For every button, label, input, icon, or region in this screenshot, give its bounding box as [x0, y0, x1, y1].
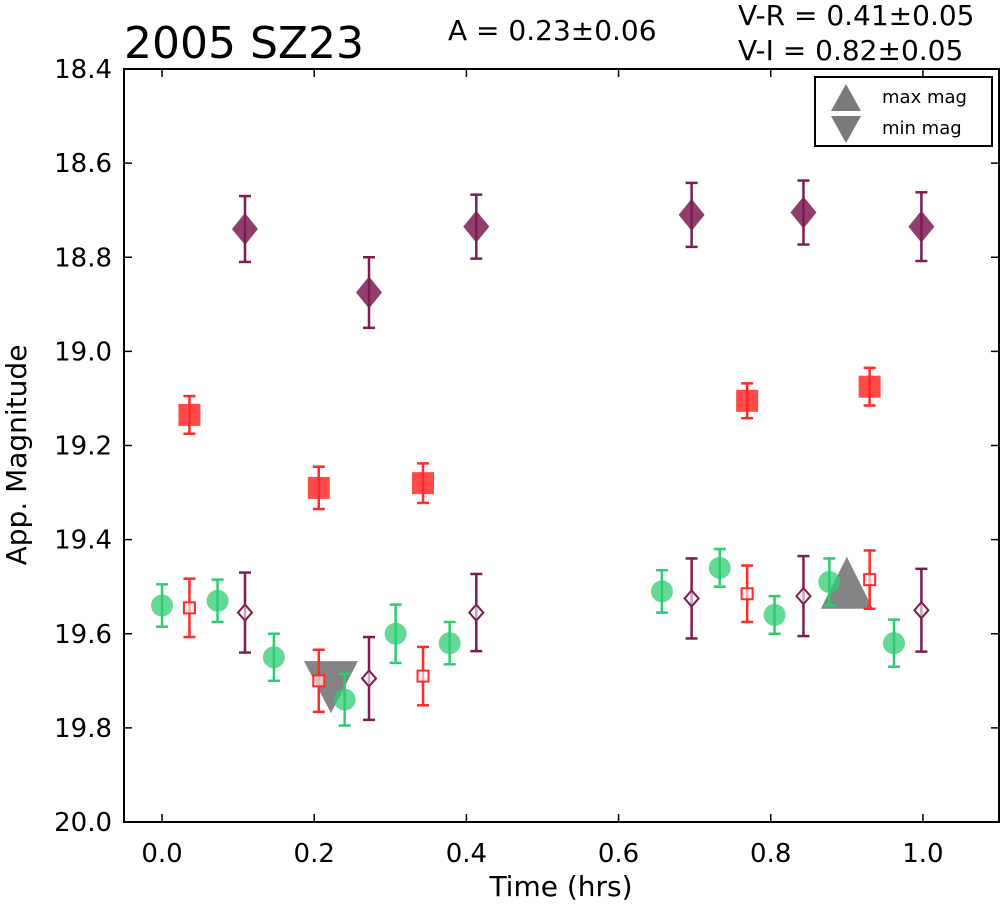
data-point-open-diamond [683, 588, 700, 608]
data-point-circle [650, 580, 673, 603]
color-index-vr: V-R = 0.41±0.05 [738, 0, 974, 32]
legend-max-mag-icon [831, 84, 861, 111]
data-point-circle [438, 632, 461, 655]
data-point-open-diamond [795, 586, 812, 606]
data-point-diamond [790, 196, 817, 229]
chart-title: 2005 SZ23 [124, 18, 364, 69]
x-axis-label: Time (hrs) [488, 870, 632, 903]
data-point-square [858, 375, 881, 398]
data-point-open-square [416, 669, 430, 683]
data-point-square [412, 472, 435, 495]
data-layer [151, 179, 935, 727]
color-index-vi: V-I = 0.82±0.05 [738, 34, 963, 67]
data-point-circle [818, 570, 841, 593]
x-tick-label: 0.8 [750, 839, 791, 869]
data-point-open-diamond [360, 668, 378, 688]
data-point-circle [883, 632, 905, 655]
y-tick-label: 19.6 [54, 620, 112, 650]
data-point-diamond [908, 210, 935, 243]
data-point-open-square [863, 573, 877, 587]
data-point-square [307, 476, 330, 499]
data-point-circle [333, 688, 356, 711]
data-point-circle [151, 594, 174, 617]
data-point-open-diamond [467, 603, 485, 623]
data-point-diamond [356, 276, 382, 309]
legend-min-mag-label: min mag [882, 118, 962, 139]
y-tick-label: 19.0 [54, 337, 112, 367]
data-point-circle [206, 589, 229, 612]
y-tick-label: 20.0 [54, 808, 112, 838]
y-tick-label: 19.8 [54, 714, 112, 744]
data-point-open-diamond [913, 600, 930, 620]
data-point-diamond [678, 198, 705, 231]
x-tick-label: 0.0 [141, 839, 182, 869]
y-axis-label: App. Magnitude [0, 345, 33, 566]
legend-min-mag-icon [831, 116, 861, 143]
x-tick-label: 0.6 [598, 839, 639, 869]
x-tick-label: 0.2 [294, 839, 335, 869]
y-tick-label: 19.4 [54, 526, 112, 556]
data-point-square [178, 403, 201, 426]
data-point-circle [262, 646, 285, 669]
data-point-open-square [740, 587, 754, 601]
data-point-diamond [463, 210, 490, 243]
data-point-open-diamond [236, 603, 254, 623]
data-point-square [736, 389, 759, 412]
data-point-open-square [312, 674, 326, 688]
y-tick-label: 19.2 [54, 432, 112, 462]
axis-ticks: 0.0 0.2 0.4 0.6 0.8 1.0 18.4 18.6 18.8 19.0 19.2 19… [54, 55, 999, 869]
data-point-circle [763, 603, 786, 626]
x-tick-label: 1.0 [902, 839, 943, 869]
data-point-diamond [231, 213, 258, 246]
y-tick-label: 18.6 [54, 149, 112, 179]
data-point-open-square [182, 601, 196, 615]
legend: max mag min mag [814, 76, 993, 147]
y-tick-label: 18.8 [54, 243, 112, 273]
x-tick-label: 0.4 [446, 839, 487, 869]
max-mag-marker [820, 556, 873, 609]
data-point-circle [384, 622, 407, 645]
plot-frame [123, 68, 1000, 823]
legend-max-mag-label: max mag [882, 87, 967, 108]
amplitude-label: A = 0.23±0.06 [448, 14, 657, 47]
data-point-circle [708, 556, 731, 579]
y-tick-label: 18.4 [54, 55, 112, 85]
